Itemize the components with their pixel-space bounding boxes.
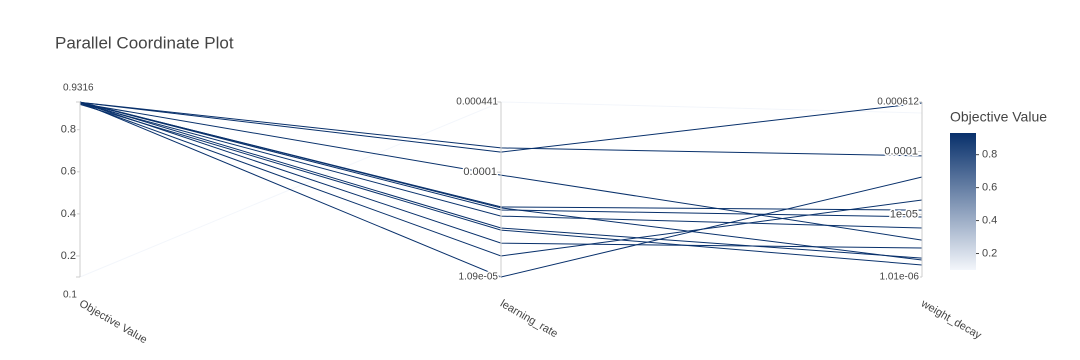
axis-title: Objective Value	[77, 298, 149, 347]
axis-range-label: 0.000612	[877, 97, 919, 108]
colorbar-tick-label: 0.6	[982, 182, 997, 194]
colorbar-tick-label: 0.4	[982, 214, 997, 226]
colorbar	[950, 133, 976, 270]
tick-label: 0.8	[61, 124, 76, 136]
axis-range-label: 1.09e-05	[459, 272, 499, 283]
axis-title: learning_rate	[498, 298, 560, 341]
axis-range-label: 1.01e-06	[880, 272, 920, 283]
tick-label: 1e-05	[890, 208, 918, 220]
axis-title: weight_decay	[918, 297, 984, 342]
axis-range-label: 0.1	[63, 290, 77, 301]
chart-title: Parallel Coordinate Plot	[55, 33, 234, 52]
tick-label: 0.2	[61, 250, 76, 262]
colorbar-tick-label: 0.8	[982, 149, 997, 161]
colorbar-title: Objective Value	[950, 109, 1047, 125]
axis-range-label: 0.9316	[63, 83, 94, 94]
tick-label: 0.6	[61, 166, 76, 178]
tick-label: 0.4	[61, 208, 76, 220]
axis-range-label: 0.000441	[456, 97, 498, 108]
colorbar-tick-label: 0.2	[982, 247, 997, 259]
tick-label: 0.0001	[463, 166, 497, 178]
tick-label: 0.0001	[884, 145, 918, 157]
